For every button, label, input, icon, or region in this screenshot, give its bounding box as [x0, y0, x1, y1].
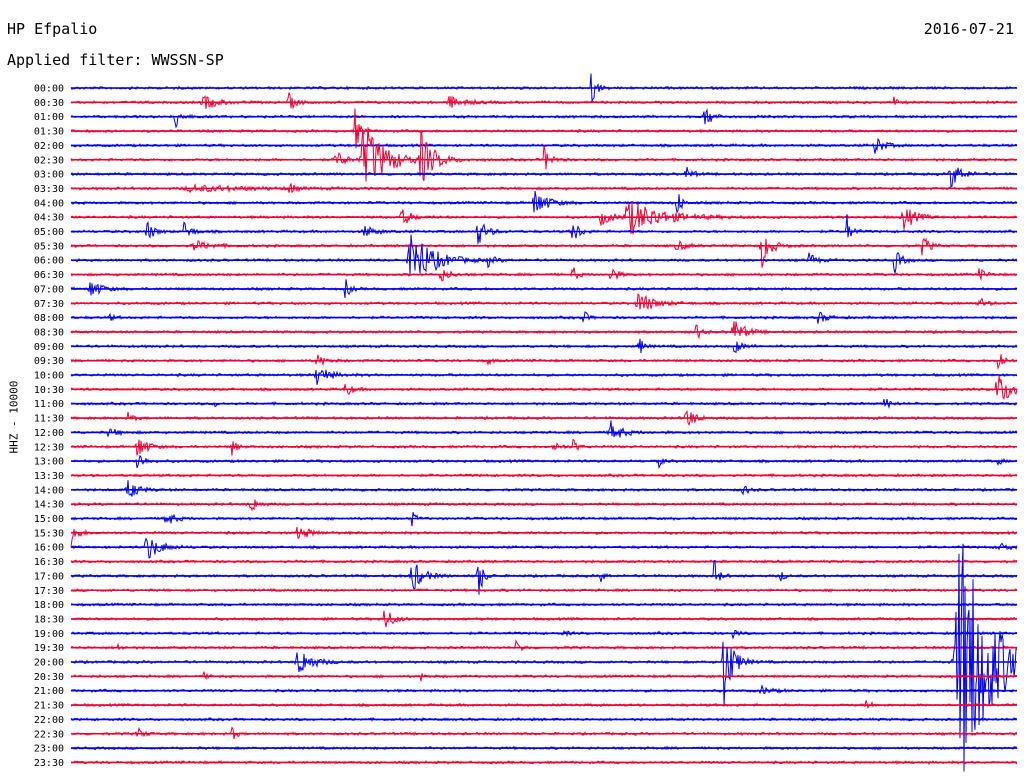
time-tick-labels: 00:00 00:30 01:00 01:30 02:00 02:30 03:00 03:30… [34, 84, 64, 769]
time-tick-label: 06:00 [34, 256, 64, 267]
time-tick-label: 04:30 [34, 213, 64, 224]
time-tick-label: 13:30 [34, 471, 64, 482]
filter-label: Applied filter: WWSSN-SP [7, 51, 224, 69]
time-tick-label: 10:30 [34, 385, 64, 396]
trace-row-0500 [70, 214, 1018, 244]
time-tick-label: 08:00 [34, 313, 64, 324]
trace-row-0030 [70, 92, 1018, 109]
trace-row-1930 [70, 639, 1018, 652]
time-tick-label: 10:00 [34, 371, 64, 382]
time-tick-label: 22:00 [34, 715, 64, 726]
time-tick-label: 11:00 [34, 399, 64, 410]
time-tick-label: 06:30 [34, 270, 64, 281]
time-tick-label: 16:30 [34, 557, 64, 568]
trace-row-1530 [70, 526, 1018, 548]
time-tick-label: 19:00 [34, 629, 64, 640]
time-tick-label: 19:30 [34, 643, 64, 654]
time-tick-label: 18:30 [34, 614, 64, 625]
time-tick-label: 14:00 [34, 485, 64, 496]
trace-row-1400 [71, 480, 1018, 497]
trace-row-1000 [70, 369, 1018, 385]
time-tick-label: 02:30 [34, 155, 64, 166]
time-tick-label: 01:30 [34, 127, 64, 138]
time-tick-label: 20:00 [34, 658, 64, 669]
time-tick-label: 22:30 [34, 729, 64, 740]
trace-row-0530 [70, 237, 1018, 268]
time-tick-label: 03:30 [34, 184, 64, 195]
time-tick-label: 09:30 [34, 356, 64, 367]
time-tick-label: 13:00 [34, 457, 64, 468]
time-tick-label: 03:00 [34, 170, 64, 181]
trace-row-0130 [70, 108, 1018, 149]
trace-row-1900 [70, 630, 1018, 640]
time-tick-label: 05:30 [34, 241, 64, 252]
time-tick-label: 15:00 [34, 514, 64, 525]
time-tick-label: 00:00 [34, 84, 64, 95]
time-tick-label: 09:00 [34, 342, 64, 353]
time-tick-label: 02:00 [34, 141, 64, 152]
time-tick-label: 07:00 [34, 284, 64, 295]
time-tick-label: 16:00 [34, 543, 64, 554]
trace-row-2000 [70, 543, 1018, 772]
time-tick-label: 01:00 [34, 112, 64, 123]
trace-row-2100 [70, 683, 1018, 695]
trace-row-0400 [70, 190, 1018, 214]
time-tick-label: 05:00 [34, 227, 64, 238]
trace-row-1030 [70, 375, 1018, 400]
time-tick-label: 21:00 [34, 686, 64, 697]
time-tick-label: 18:00 [34, 600, 64, 611]
time-tick-label: 04:00 [34, 198, 64, 209]
trace-row-0830 [70, 321, 1018, 340]
time-tick-label: 08:30 [34, 327, 64, 338]
time-tick-label: 17:00 [34, 571, 64, 582]
time-tick-label: 15:30 [34, 528, 64, 539]
time-tick-label: 12:00 [34, 428, 64, 439]
trace-row-1230 [70, 438, 1018, 456]
time-tick-label: 20:30 [34, 672, 64, 683]
trace-row-0100 [70, 108, 1018, 129]
time-tick-label: 07:30 [34, 299, 64, 310]
time-tick-label: 21:30 [34, 701, 64, 712]
time-tick-label: 12:30 [34, 442, 64, 453]
time-tick-label: 00:30 [34, 98, 64, 109]
trace-row-0300 [70, 166, 1018, 188]
time-tick-label: 11:30 [34, 414, 64, 425]
time-tick-label: 23:30 [34, 758, 64, 769]
trace-row-2130 [70, 700, 1018, 710]
trace-row-1200 [70, 420, 1018, 438]
trace-row-0730 [70, 293, 1018, 310]
time-tick-label: 23:00 [34, 744, 64, 755]
station-title: HP Efpalio [7, 20, 98, 38]
trace-row-0600 [70, 234, 1018, 275]
time-tick-label: 14:30 [34, 500, 64, 511]
time-tick-label: 17:30 [34, 586, 64, 597]
seismic-traces [70, 73, 1018, 772]
trace-row-1600 [70, 537, 1018, 559]
date-label: 2016-07-21 [923, 20, 1014, 38]
